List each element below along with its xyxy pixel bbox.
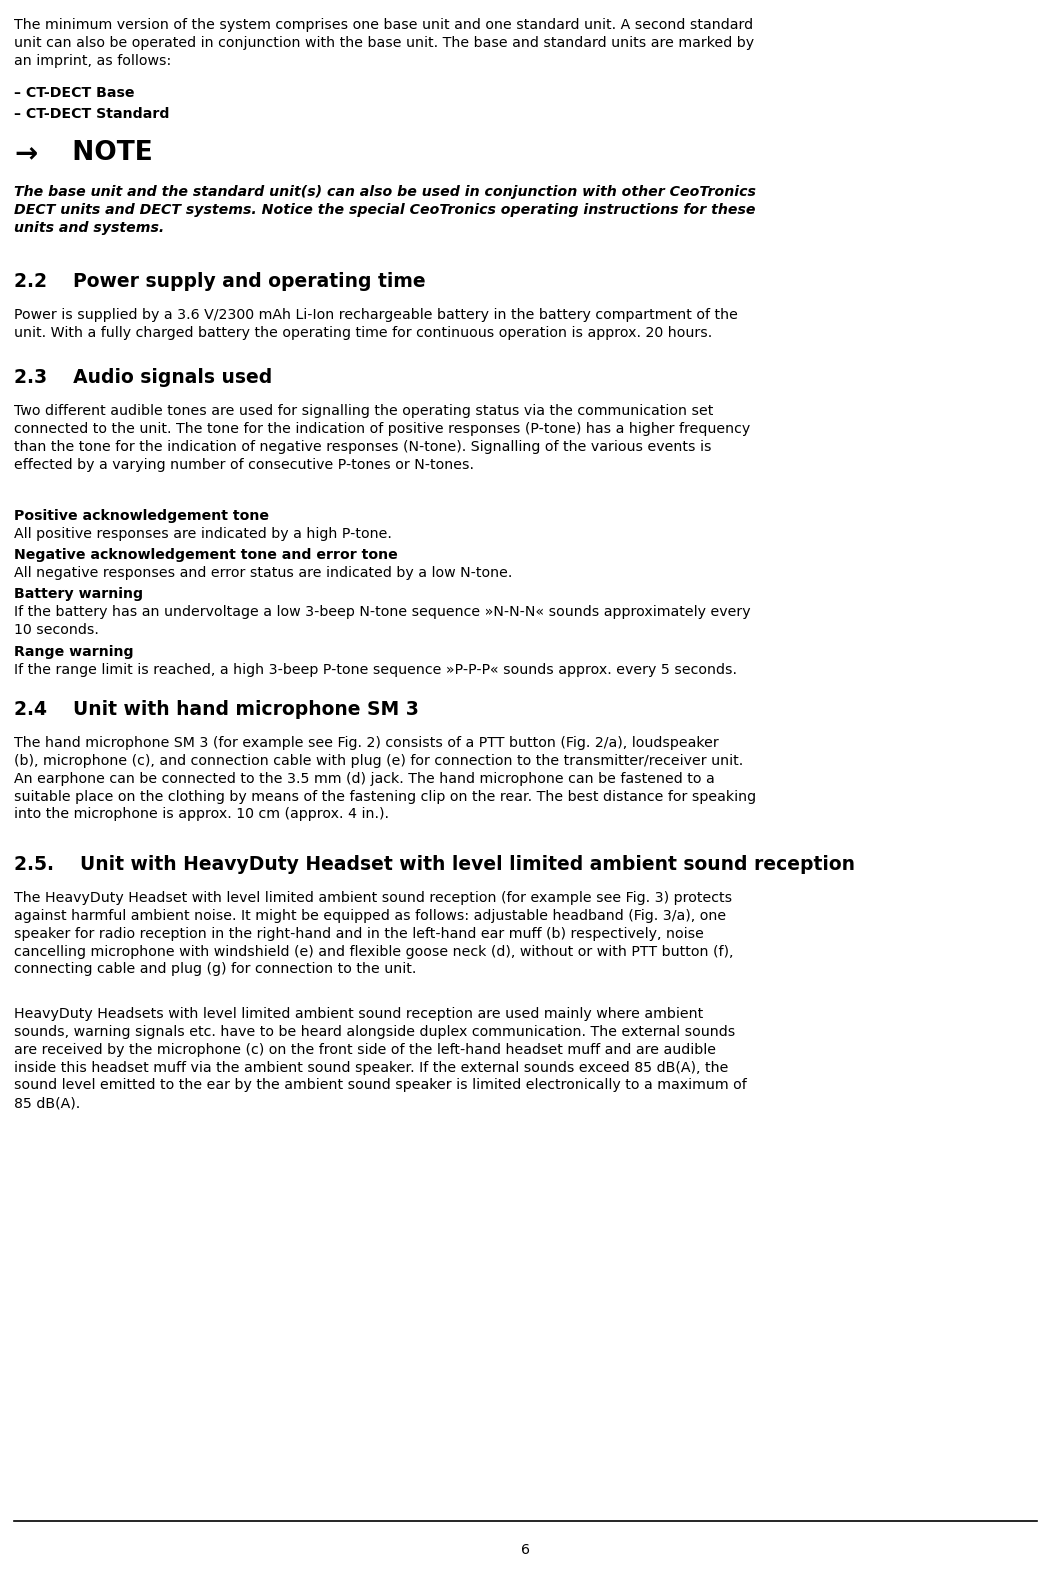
Text: The HeavyDuty Headset with level limited ambient sound reception (for example se: The HeavyDuty Headset with level limited… xyxy=(14,892,734,977)
Text: Power is supplied by a 3.6 V/2300 mAh Li-Ion rechargeable battery in the battery: Power is supplied by a 3.6 V/2300 mAh Li… xyxy=(14,308,738,339)
Text: 2.2    Power supply and operating time: 2.2 Power supply and operating time xyxy=(14,272,426,290)
Text: The base unit and the standard unit(s) can also be used in conjunction with othe: The base unit and the standard unit(s) c… xyxy=(14,185,756,234)
Text: If the battery has an undervoltage a low 3-beep N-tone sequence »N-N-N« sounds a: If the battery has an undervoltage a low… xyxy=(14,604,750,637)
Text: Two different audible tones are used for signalling the operating status via the: Two different audible tones are used for… xyxy=(14,403,750,471)
Text: Battery warning: Battery warning xyxy=(14,587,143,601)
Text: Negative acknowledgement tone and error tone: Negative acknowledgement tone and error … xyxy=(14,548,397,562)
Text: HeavyDuty Headsets with level limited ambient sound reception are used mainly wh: HeavyDuty Headsets with level limited am… xyxy=(14,1006,747,1110)
Text: NOTE: NOTE xyxy=(54,140,152,166)
Text: All positive responses are indicated by a high P-tone.: All positive responses are indicated by … xyxy=(14,528,392,542)
Text: If the range limit is reached, a high 3-beep P-tone sequence »P-P-P« sounds appr: If the range limit is reached, a high 3-… xyxy=(14,663,737,677)
Text: 6: 6 xyxy=(521,1543,530,1557)
Text: The hand microphone SM 3 (for example see Fig. 2) consists of a PTT button (Fig.: The hand microphone SM 3 (for example se… xyxy=(14,736,756,821)
Text: Positive acknowledgement tone: Positive acknowledgement tone xyxy=(14,509,269,523)
Text: →: → xyxy=(14,140,37,168)
Text: 2.4    Unit with hand microphone SM 3: 2.4 Unit with hand microphone SM 3 xyxy=(14,700,419,719)
Text: 2.5.    Unit with HeavyDuty Headset with level limited ambient sound reception: 2.5. Unit with HeavyDuty Headset with le… xyxy=(14,856,856,874)
Text: – CT-DECT Base: – CT-DECT Base xyxy=(14,86,135,100)
Text: – CT-DECT Standard: – CT-DECT Standard xyxy=(14,107,169,121)
Text: The minimum version of the system comprises one base unit and one standard unit.: The minimum version of the system compri… xyxy=(14,17,755,68)
Text: All negative responses and error status are indicated by a low N-tone.: All negative responses and error status … xyxy=(14,567,513,579)
Text: Range warning: Range warning xyxy=(14,645,133,659)
Text: 2.3    Audio signals used: 2.3 Audio signals used xyxy=(14,367,272,386)
